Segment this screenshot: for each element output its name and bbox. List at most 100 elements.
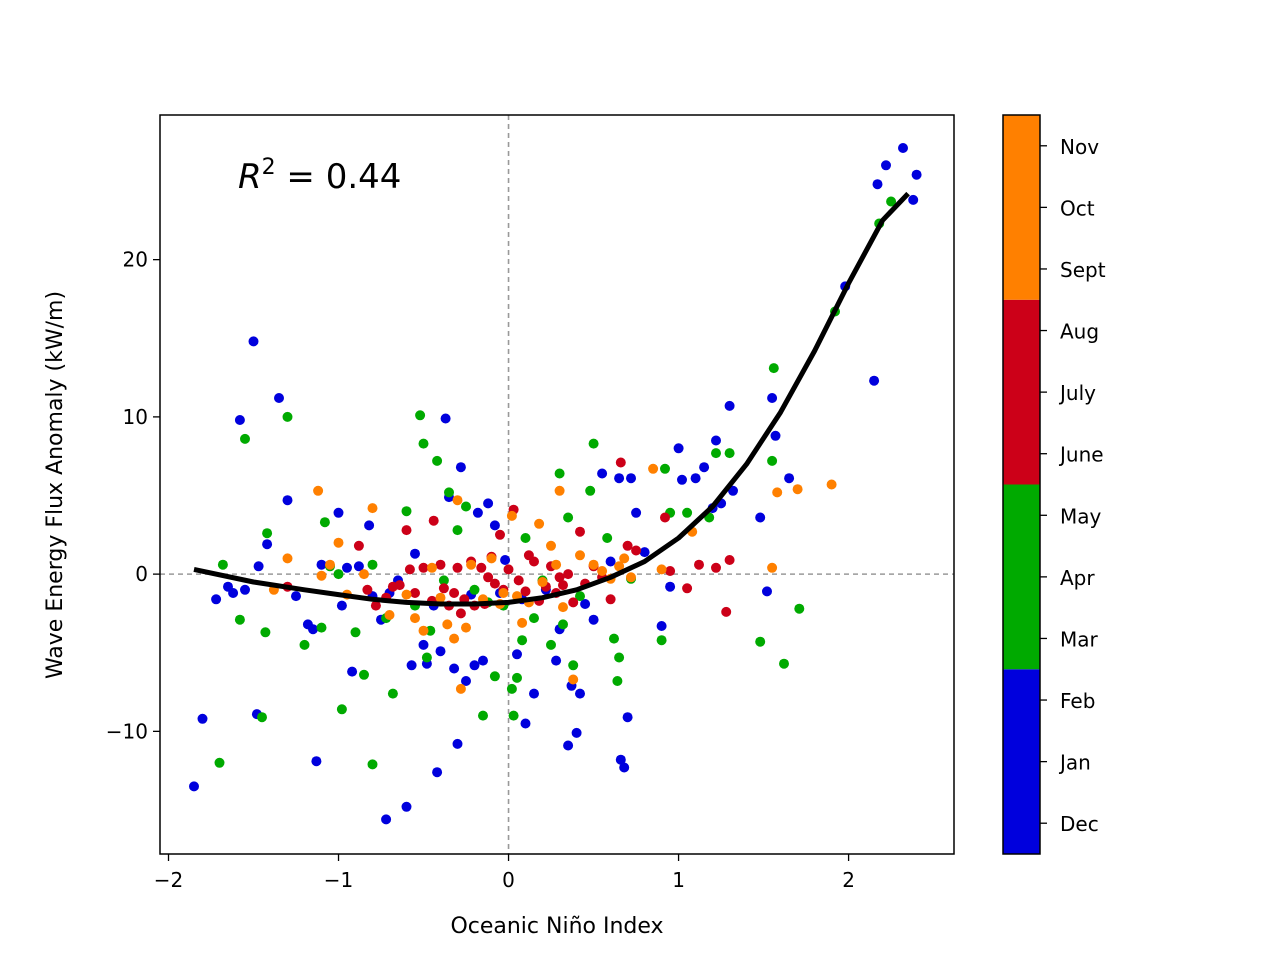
point-3-22 <box>486 553 497 564</box>
x-tick-label-0: −2 <box>154 868 183 892</box>
point-1-62 <box>724 448 735 459</box>
point-0-44 <box>469 660 480 671</box>
x-axis-label: Oceanic Niño Index <box>450 914 663 939</box>
r-squared-superscript: 2 <box>262 155 276 180</box>
point-0-4 <box>228 588 239 598</box>
point-1-6 <box>262 528 273 539</box>
point-0-51 <box>512 649 522 660</box>
colorbar-segment-3 <box>1003 115 1040 300</box>
point-3-49 <box>826 479 837 490</box>
point-3-1 <box>282 553 293 564</box>
point-3-34 <box>558 602 568 613</box>
point-0-39 <box>449 663 460 674</box>
point-2-50 <box>631 545 642 556</box>
point-1-59 <box>682 507 693 518</box>
point-2-17 <box>452 562 463 573</box>
r-squared-value: = 0.44 <box>276 157 402 197</box>
point-2-53 <box>682 583 693 594</box>
point-0-45 <box>472 507 483 518</box>
point-1-50 <box>588 438 599 449</box>
point-0-56 <box>551 655 562 666</box>
point-2-7 <box>401 525 412 536</box>
colorbar-label-5: May <box>1060 504 1102 528</box>
point-0-70 <box>626 473 636 484</box>
point-3-29 <box>534 518 545 529</box>
point-3-20 <box>466 559 477 570</box>
point-1-19 <box>387 688 398 699</box>
colorbar-label-0: Dec <box>1060 812 1099 836</box>
point-2-10 <box>418 562 429 573</box>
point-1-70 <box>886 196 897 207</box>
point-0-5 <box>234 415 245 425</box>
colorbar-label-9: Sept <box>1060 258 1106 282</box>
point-3-27 <box>517 617 528 628</box>
colorbar-label-11: Nov <box>1060 135 1099 159</box>
point-1-1 <box>217 559 228 570</box>
point-1-67 <box>794 603 805 614</box>
colorbar-label-6: June <box>1058 443 1104 467</box>
point-2-52 <box>665 566 676 576</box>
point-1-52 <box>609 633 619 644</box>
point-3-46 <box>767 562 778 573</box>
point-0-91 <box>872 179 883 190</box>
colorbar: Dec Jan Feb Mar Apr May June July Aug Sept Oct Nov <box>1002 114 1106 855</box>
colorbar-label-8: Aug <box>1060 320 1099 344</box>
r-squared-prefix: R <box>238 157 262 197</box>
point-3-43 <box>648 463 659 474</box>
point-0-9 <box>253 561 264 572</box>
y-tick-label-2: 10 <box>123 405 148 429</box>
point-3-37 <box>588 559 599 570</box>
point-0-68 <box>619 762 630 773</box>
point-3-7 <box>359 569 369 580</box>
point-2-16 <box>449 588 460 598</box>
point-3-15 <box>442 619 453 630</box>
point-1-13 <box>336 704 347 715</box>
point-0-71 <box>631 507 642 518</box>
point-0-60 <box>571 727 582 738</box>
point-1-47 <box>568 660 579 671</box>
point-1-40 <box>520 533 531 543</box>
point-1-0 <box>214 757 225 768</box>
point-0-77 <box>690 473 701 484</box>
point-0-10 <box>262 539 273 550</box>
series-0 <box>189 143 922 825</box>
point-1-32 <box>478 710 488 721</box>
point-0-7 <box>248 336 259 347</box>
point-0-23 <box>364 520 375 531</box>
point-1-64 <box>767 455 778 466</box>
point-3-12 <box>418 625 429 636</box>
point-0-63 <box>588 614 599 625</box>
y-tick-label-3: 20 <box>123 248 148 272</box>
point-0-48 <box>489 520 500 531</box>
point-1-53 <box>612 676 623 686</box>
point-0-19 <box>336 600 347 611</box>
point-0-17 <box>316 559 327 570</box>
point-0-86 <box>767 393 778 403</box>
point-2-34 <box>529 556 539 567</box>
point-3-11 <box>410 613 420 624</box>
point-1-37 <box>508 710 519 721</box>
point-1-56 <box>656 635 667 646</box>
point-2-22 <box>476 562 487 573</box>
point-3-38 <box>597 566 608 576</box>
point-0-53 <box>520 718 531 729</box>
point-2-55 <box>711 562 721 573</box>
point-2-32 <box>520 586 531 597</box>
point-0-94 <box>908 194 919 205</box>
point-2-8 <box>404 564 415 575</box>
point-2-2 <box>362 584 373 595</box>
point-3-36 <box>575 550 585 561</box>
point-1-22 <box>415 410 426 421</box>
series-3 <box>268 463 837 694</box>
point-1-65 <box>768 363 779 374</box>
point-1-10 <box>319 517 330 528</box>
point-1-12 <box>333 569 344 580</box>
point-1-36 <box>506 683 517 694</box>
point-0-82 <box>724 400 735 411</box>
point-1-38 <box>512 672 522 683</box>
point-2-6 <box>394 580 405 591</box>
colorbar-label-4: Apr <box>1060 566 1095 590</box>
point-0-13 <box>291 591 301 602</box>
point-1-41 <box>529 613 539 624</box>
point-0-36 <box>435 646 446 657</box>
